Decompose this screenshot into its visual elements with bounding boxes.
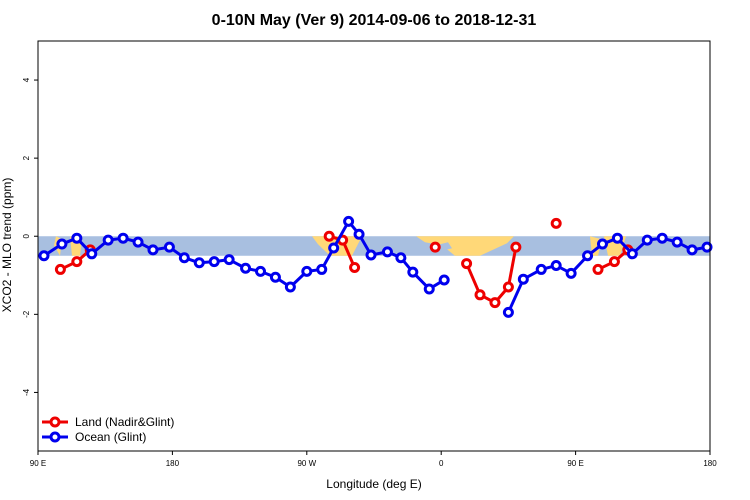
series-0-point-3-2 bbox=[489, 297, 501, 309]
series-1-point-1-0 bbox=[502, 306, 514, 318]
series-0-point-3-1 bbox=[474, 289, 486, 301]
series-1-point-0-6 bbox=[132, 236, 144, 248]
series-1-point-0-5 bbox=[117, 232, 129, 244]
legend-label-ocean: Ocean (Glint) bbox=[75, 430, 146, 444]
series-1-point-1-10 bbox=[656, 232, 668, 244]
series-1-point-1-11 bbox=[671, 236, 683, 248]
series-1-point-0-1 bbox=[56, 238, 68, 250]
series-1-point-0-3 bbox=[86, 248, 98, 260]
series-0-point-2-0 bbox=[429, 241, 441, 253]
y-tick-label-1: -2 bbox=[22, 310, 31, 318]
series-1-point-0-8 bbox=[163, 241, 175, 253]
series-1-point-1-12 bbox=[686, 244, 698, 256]
series-1-point-0-19 bbox=[328, 242, 340, 254]
series-1-point-0-23 bbox=[381, 246, 393, 258]
series-0-point-1-0 bbox=[323, 230, 335, 242]
plot-frame bbox=[37, 40, 711, 452]
series-0 bbox=[54, 217, 634, 309]
series-0-point-0-0 bbox=[54, 263, 66, 275]
series-1-point-1-8 bbox=[626, 248, 638, 260]
legend: Land (Nadir&Glint) Ocean (Glint) bbox=[42, 415, 174, 444]
series-1-point-0-2 bbox=[71, 232, 83, 244]
legend-marker-ocean bbox=[49, 431, 61, 443]
series-1-point-1-7 bbox=[611, 232, 623, 244]
series-layer bbox=[38, 215, 713, 318]
y-tick-label-3: 2 bbox=[22, 155, 31, 160]
series-1-point-0-0 bbox=[38, 250, 50, 262]
series-0-point-3-4 bbox=[510, 241, 522, 253]
y-axis: -4 -2 0 2 4 bbox=[22, 77, 38, 396]
legend-label-land: Land (Nadir&Glint) bbox=[75, 415, 174, 429]
series-1-point-0-16 bbox=[284, 281, 296, 293]
series-1-point-0-21 bbox=[353, 228, 365, 240]
chart-title: 0-10N May (Ver 9) 2014-09-06 to 2018-12-… bbox=[212, 12, 537, 29]
y-axis-label: XCO2 - MLO trend (ppm) bbox=[0, 178, 14, 313]
series-1-point-0-18 bbox=[316, 263, 328, 275]
series-1-point-0-27 bbox=[438, 274, 450, 286]
lake-shape bbox=[440, 242, 452, 251]
series-1-point-1-4 bbox=[565, 267, 577, 279]
series-1-point-1-2 bbox=[535, 263, 547, 275]
series-1-point-0-25 bbox=[407, 266, 419, 278]
series-0-point-5-0 bbox=[592, 263, 604, 275]
y-tick-label-2: 0 bbox=[22, 233, 31, 238]
series-1-point-0-4 bbox=[102, 234, 114, 246]
y-tick-label-0: -4 bbox=[22, 388, 31, 396]
series-1-point-0-14 bbox=[255, 265, 267, 277]
ocean-band bbox=[38, 236, 710, 256]
series-1-point-0-15 bbox=[269, 271, 281, 283]
x-tick-label-2: 90 W bbox=[297, 459, 316, 468]
x-tick-label-0: 90 E bbox=[30, 459, 46, 468]
x-tick-label-5: 180 bbox=[703, 459, 717, 468]
series-0-point-5-1 bbox=[608, 256, 620, 268]
x-axis: 90 E 180 90 W 0 90 E 180 bbox=[30, 451, 717, 468]
series-1-line-0 bbox=[43, 219, 445, 291]
series-1-point-1-1 bbox=[517, 273, 529, 285]
series-1-point-0-11 bbox=[208, 256, 220, 268]
land-mass-0 bbox=[416, 236, 514, 256]
series-0-point-4-0 bbox=[550, 217, 562, 229]
series-1-point-1-13 bbox=[701, 241, 713, 253]
series-0-point-0-1 bbox=[71, 256, 83, 268]
series-1 bbox=[38, 215, 713, 318]
series-1-point-0-17 bbox=[301, 265, 313, 277]
series-1-point-1-9 bbox=[641, 234, 653, 246]
series-1-point-0-10 bbox=[193, 257, 205, 269]
series-0-point-3-0 bbox=[461, 258, 473, 270]
x-axis-label: Longitude (deg E) bbox=[326, 477, 421, 491]
legend-marker-land bbox=[49, 416, 61, 428]
y-tick-label-4: 4 bbox=[22, 77, 31, 82]
series-1-point-0-24 bbox=[395, 252, 407, 264]
series-0-point-1-2 bbox=[349, 261, 361, 273]
series-1-point-0-9 bbox=[178, 252, 190, 264]
series-1-point-0-12 bbox=[223, 254, 235, 266]
series-1-point-0-22 bbox=[365, 249, 377, 261]
series-1-point-0-13 bbox=[240, 262, 252, 274]
x-tick-label-1: 180 bbox=[166, 459, 180, 468]
series-1-point-0-7 bbox=[147, 244, 159, 256]
series-1-point-0-20 bbox=[343, 215, 355, 227]
x-tick-label-4: 90 E bbox=[567, 459, 583, 468]
series-1-point-1-5 bbox=[582, 250, 594, 262]
series-1-point-1-3 bbox=[550, 260, 562, 272]
series-0-point-3-3 bbox=[502, 281, 514, 293]
series-1-point-1-6 bbox=[596, 238, 608, 250]
x-tick-label-3: 0 bbox=[439, 459, 444, 468]
series-1-point-0-26 bbox=[423, 283, 435, 295]
